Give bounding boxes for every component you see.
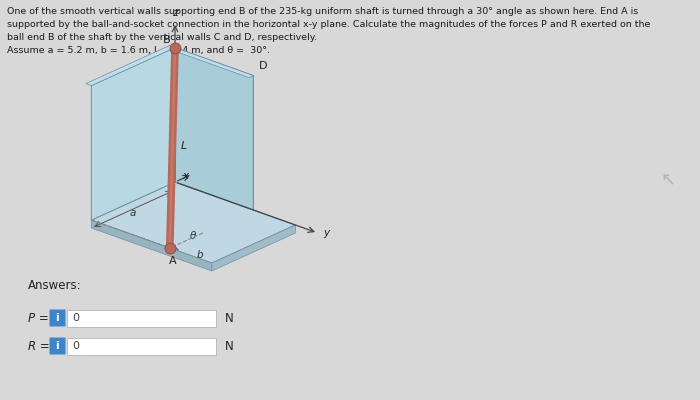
Text: Answers:: Answers: bbox=[28, 279, 82, 292]
Text: P =: P = bbox=[28, 312, 49, 324]
Text: ↖: ↖ bbox=[660, 171, 675, 189]
FancyBboxPatch shape bbox=[50, 338, 66, 354]
Text: C: C bbox=[153, 118, 160, 128]
Text: y: y bbox=[323, 228, 329, 238]
Polygon shape bbox=[171, 48, 253, 78]
Polygon shape bbox=[175, 48, 253, 210]
FancyBboxPatch shape bbox=[50, 310, 66, 326]
Polygon shape bbox=[92, 48, 175, 220]
Polygon shape bbox=[92, 48, 175, 220]
Polygon shape bbox=[169, 46, 175, 182]
Text: i: i bbox=[55, 341, 59, 351]
Text: 0: 0 bbox=[72, 341, 79, 351]
Polygon shape bbox=[212, 225, 295, 271]
Text: x: x bbox=[183, 171, 188, 181]
Text: a: a bbox=[130, 208, 136, 218]
Text: A: A bbox=[169, 256, 176, 266]
Polygon shape bbox=[86, 46, 175, 86]
Polygon shape bbox=[92, 220, 212, 271]
Text: i: i bbox=[55, 313, 59, 323]
Text: B: B bbox=[162, 35, 170, 45]
Text: N: N bbox=[225, 312, 234, 324]
Polygon shape bbox=[92, 182, 295, 263]
Text: R =: R = bbox=[28, 340, 50, 352]
FancyBboxPatch shape bbox=[66, 310, 216, 326]
Text: θ: θ bbox=[190, 231, 197, 241]
Text: D: D bbox=[258, 61, 267, 70]
FancyBboxPatch shape bbox=[66, 338, 216, 354]
Text: N: N bbox=[225, 340, 234, 352]
Text: 0: 0 bbox=[72, 313, 79, 323]
Text: L: L bbox=[181, 141, 187, 151]
Text: b: b bbox=[197, 250, 204, 260]
Text: z: z bbox=[172, 8, 178, 18]
Text: One of the smooth vertical walls supporting end B of the 235-kg uniform shaft is: One of the smooth vertical walls support… bbox=[7, 7, 650, 54]
